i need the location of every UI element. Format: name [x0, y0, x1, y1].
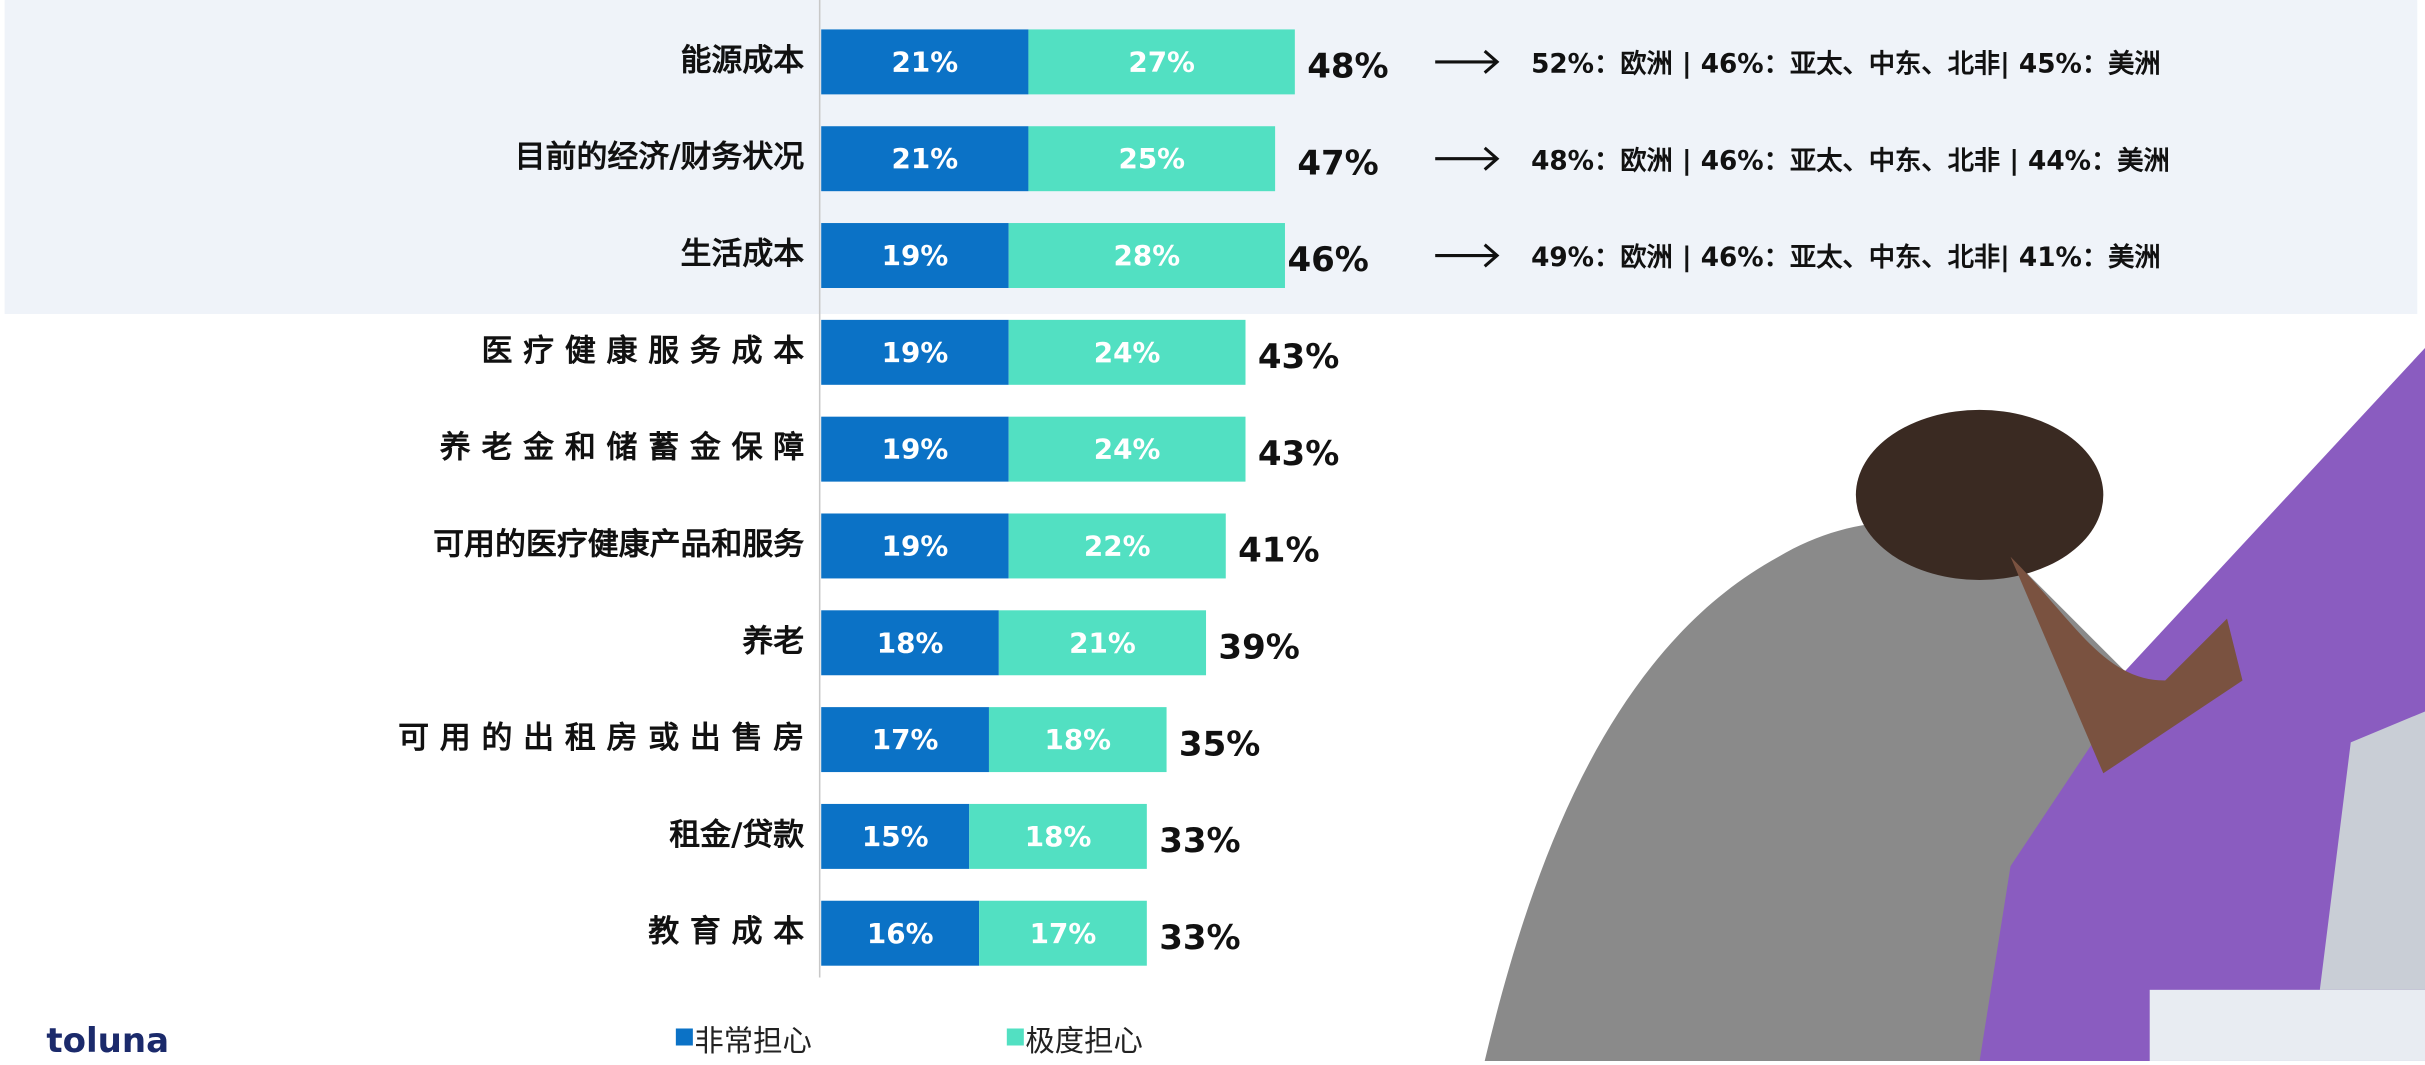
annotation: 48%：欧洲 | 46%：亚太、中东、北非 | 44%：美洲 — [1531, 145, 2170, 176]
category-label: 能源成本 — [681, 42, 805, 78]
total-label: 48% — [1307, 47, 1388, 87]
legend-label: 非常担心 — [694, 1024, 812, 1058]
value-label: 19% — [882, 239, 949, 272]
chart: toluna 能源成本 21% 27% 48% 目前的经济/财务状况 21% 25% 47% 生… — [0, 0, 2425, 1061]
value-label: 22% — [1084, 530, 1151, 563]
value-label: 15% — [862, 820, 929, 853]
value-label: 27% — [1128, 45, 1195, 78]
value-label: 19% — [882, 530, 949, 563]
value-label: 18% — [1044, 723, 1111, 756]
logo: toluna — [46, 1021, 169, 1061]
category-label: 医 疗 健 康 服 务 成 本 — [481, 333, 804, 369]
category-label: 可 用 的 出 租 房 或 出 售 房 — [398, 720, 804, 756]
value-label: 17% — [1030, 917, 1097, 950]
total-label: 33% — [1159, 821, 1240, 861]
value-label: 18% — [877, 626, 944, 659]
value-label: 24% — [1094, 336, 1161, 369]
total-label: 35% — [1179, 724, 1260, 764]
category-label: 租金/贷款 — [669, 817, 804, 853]
total-label: 33% — [1159, 918, 1240, 958]
legend-swatch — [1007, 1028, 1024, 1045]
category-label: 教 育 成 本 — [648, 914, 804, 950]
total-label: 39% — [1218, 627, 1299, 667]
category-label: 可用的医疗健康产品和服务 — [433, 526, 804, 562]
value-label: 25% — [1118, 142, 1185, 175]
legend-label: 极度担心 — [1025, 1024, 1143, 1058]
value-label: 21% — [892, 45, 959, 78]
total-label: 43% — [1258, 434, 1339, 474]
annotation: 52%：欧洲 | 46%：亚太、中东、北非| 45%：美洲 — [1531, 48, 2161, 79]
value-label: 19% — [882, 336, 949, 369]
category-label: 养 老 金 和 储 蓄 金 保 障 — [440, 430, 804, 466]
annotation: 49%：欧洲 | 46%：亚太、中东、北非| 41%：美洲 — [1531, 242, 2161, 273]
value-label: 18% — [1025, 820, 1092, 853]
category-label: 生活成本 — [681, 236, 805, 272]
value-label: 21% — [1069, 626, 1136, 659]
value-label: 28% — [1114, 239, 1181, 272]
total-label: 41% — [1238, 531, 1319, 571]
total-label: 47% — [1297, 143, 1378, 183]
legend-swatch — [676, 1028, 693, 1045]
value-label: 21% — [892, 142, 959, 175]
value-label: 24% — [1094, 433, 1161, 466]
category-label: 养老 — [742, 623, 804, 659]
total-label: 43% — [1258, 337, 1339, 377]
value-label: 16% — [867, 917, 934, 950]
value-label: 17% — [872, 723, 939, 756]
total-label: 46% — [1287, 240, 1368, 280]
category-label: 目前的经济/财务状况 — [515, 139, 805, 175]
value-label: 19% — [882, 433, 949, 466]
